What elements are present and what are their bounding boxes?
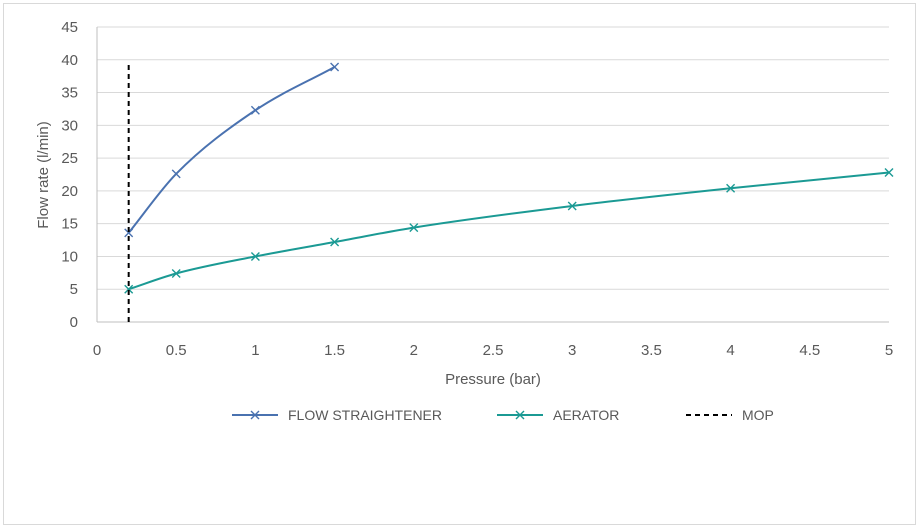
data-point-aerator [567, 201, 577, 211]
data-point-flow-straightener [171, 169, 181, 179]
marker-stroke [171, 169, 181, 179]
legend-marker [250, 410, 260, 420]
x-tick-label: 0.5 [166, 342, 187, 359]
data-point-aerator [171, 268, 181, 278]
legend-marker [515, 410, 525, 420]
y-tick-label: 0 [70, 314, 78, 331]
marker-stroke [250, 105, 260, 115]
marker-stroke [884, 168, 894, 178]
marker-stroke [567, 201, 577, 211]
legend-label: FLOW STRAIGHTENER [288, 407, 442, 423]
data-point-flow-straightener [124, 228, 134, 238]
series-line-aerator [128, 171, 890, 291]
y-tick-label: 10 [61, 248, 78, 265]
data-point-aerator [250, 251, 260, 261]
legend-label: AERATOR [553, 407, 619, 423]
series-line-flow-straightener [127, 66, 336, 234]
data-point-aerator [409, 223, 419, 233]
y-axis-title: Flow rate (l/min) [35, 121, 52, 229]
marker-stroke [250, 410, 260, 420]
marker-stroke [515, 410, 525, 420]
x-tick-labels: 0 0.5 1 1.5 2 2.5 3 3.5 4 4.5 5 [93, 342, 893, 359]
data-point-flow-straightener [250, 105, 260, 115]
data-point-aerator [124, 284, 134, 294]
x-tick-label: 5 [885, 342, 893, 359]
marker-stroke [171, 268, 181, 278]
marker-stroke [330, 237, 340, 247]
x-tick-label: 3.5 [641, 342, 662, 359]
x-tick-label: 3 [568, 342, 576, 359]
gridlines [97, 26, 889, 290]
x-tick-label: 0 [93, 342, 101, 359]
x-tick-label: 2.5 [483, 342, 504, 359]
y-tick-label: 35 [61, 85, 78, 102]
legend-item-aerator: AERATOR [497, 407, 619, 423]
marker-stroke [330, 62, 340, 72]
y-tick-label: 40 [61, 52, 78, 69]
legend-label: MOP [742, 407, 774, 423]
x-tick-label: 4.5 [799, 342, 820, 359]
y-tick-label: 45 [61, 19, 78, 36]
data-point-aerator [884, 168, 894, 178]
x-tick-label: 1 [251, 342, 259, 359]
marker-stroke [250, 251, 260, 261]
y-tick-label: 25 [61, 150, 78, 167]
data-point-flow-straightener [330, 62, 340, 72]
x-axis-title: Pressure (bar) [445, 371, 541, 388]
y-tick-label: 15 [61, 216, 78, 233]
marker-stroke [124, 228, 134, 238]
marker-stroke [409, 223, 419, 233]
y-tick-label: 30 [61, 117, 78, 134]
series-layer [124, 62, 894, 322]
legend-item-flow-straightener: FLOW STRAIGHTENER [232, 407, 442, 423]
x-tick-label: 2 [410, 342, 418, 359]
data-point-aerator [330, 237, 340, 247]
axes [96, 27, 889, 323]
legend: FLOW STRAIGHTENER AERATOR MOP [232, 407, 774, 423]
marker-stroke [726, 183, 736, 193]
x-tick-label: 4 [726, 342, 734, 359]
y-tick-labels: 0 5 10 15 20 25 30 35 40 45 [61, 19, 78, 331]
legend-item-mop: MOP [686, 407, 774, 423]
marker-stroke [124, 284, 134, 294]
y-tick-label: 20 [61, 183, 78, 200]
x-tick-label: 1.5 [324, 342, 345, 359]
y-tick-label: 5 [70, 281, 78, 298]
chart-frame [3, 3, 916, 525]
data-point-aerator [726, 183, 736, 193]
